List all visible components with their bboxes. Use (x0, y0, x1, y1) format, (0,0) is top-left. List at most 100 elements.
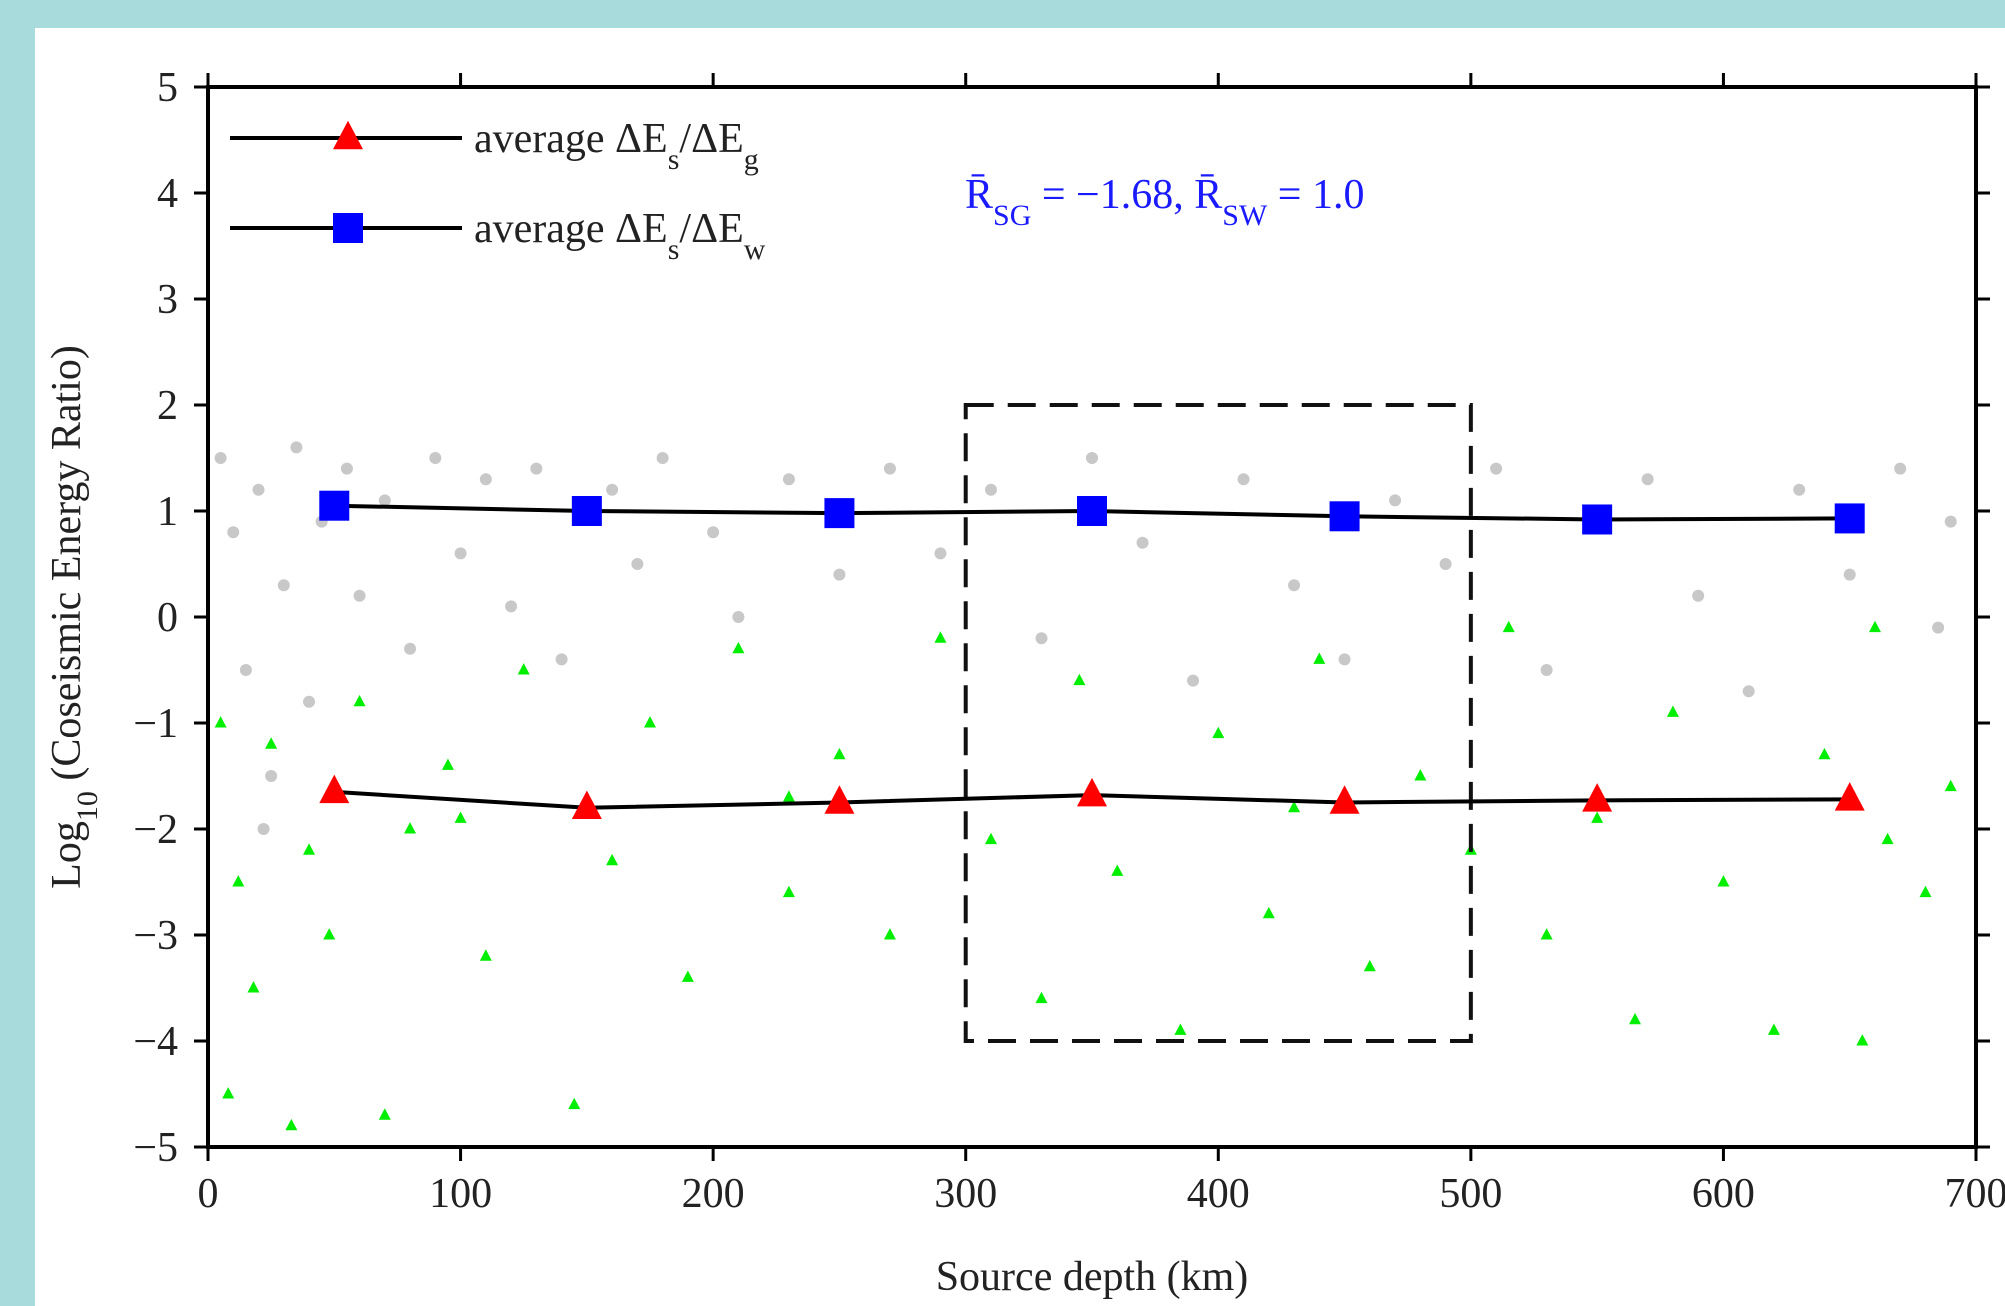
square-marker (1077, 496, 1107, 526)
triangle-marker (353, 694, 366, 707)
point (1288, 579, 1301, 592)
triangle-marker (782, 885, 795, 898)
y-tick-label: −4 (133, 1019, 178, 1065)
x-tick-label: 300 (934, 1171, 997, 1217)
triangle-marker (1414, 769, 1427, 781)
triangle-marker (265, 737, 278, 749)
triangle-marker (1717, 875, 1730, 887)
square-marker (1834, 503, 1865, 534)
triangle-marker (1868, 620, 1881, 633)
y-tick-label: −3 (133, 913, 178, 959)
text-part: = 1.0 (1267, 172, 1364, 218)
subscript: s (668, 233, 680, 266)
triangle-marker (1767, 1023, 1780, 1035)
square-marker (319, 490, 350, 521)
triangle-marker (517, 663, 530, 675)
triangle-marker (214, 716, 227, 728)
subscript: s (668, 143, 680, 176)
triangle-marker (1329, 785, 1360, 814)
point (1932, 621, 1945, 634)
y-tick-label: −1 (133, 701, 178, 747)
triangle-marker (934, 631, 947, 643)
x-tick-label: 0 (198, 1171, 219, 1217)
point (1338, 653, 1351, 666)
text-part: average ΔE (474, 206, 668, 252)
triangle-marker (732, 641, 745, 654)
point (1843, 568, 1856, 581)
point (378, 494, 391, 507)
triangle-marker (824, 785, 855, 814)
point (227, 526, 240, 539)
subscript: w (744, 233, 766, 266)
x-tick-label: 400 (1187, 1171, 1250, 1217)
triangle-marker (1262, 906, 1275, 919)
point (883, 462, 896, 475)
triangle-marker (1174, 1023, 1187, 1035)
triangle-marker (441, 758, 454, 770)
triangle-marker (606, 853, 619, 866)
point (265, 770, 278, 782)
text-part: = −1.68, R̄ (1031, 172, 1222, 218)
triangle-marker (1919, 885, 1932, 898)
point (1742, 685, 1755, 698)
triangle-marker (222, 1087, 235, 1099)
triangle-marker (1077, 777, 1107, 807)
text-part: /ΔE (679, 206, 743, 252)
text-part: average ΔE (474, 116, 668, 162)
point (782, 473, 795, 486)
point (303, 695, 316, 708)
triangle-marker (1881, 832, 1894, 845)
triangle-marker (1212, 726, 1225, 739)
point (277, 579, 290, 592)
point (1641, 473, 1654, 486)
triangle-marker (1834, 782, 1865, 811)
point (555, 653, 568, 666)
x-tick-label: 500 (1439, 1171, 1502, 1217)
point (1136, 536, 1149, 549)
triangle-marker (1666, 705, 1679, 717)
x-tick-label: 200 (682, 1171, 745, 1217)
triangle-marker (1540, 928, 1553, 940)
triangle-marker (323, 928, 336, 940)
x-axis-label: Source depth (km) (936, 1254, 1249, 1300)
point (1035, 632, 1048, 645)
text-part: Log (44, 821, 90, 889)
triangle-marker (883, 928, 896, 940)
point (257, 823, 270, 835)
point (1692, 589, 1705, 602)
square-marker (1582, 504, 1613, 535)
square-marker (333, 213, 363, 243)
triangle-marker (984, 832, 997, 845)
point (1086, 452, 1098, 464)
x-tick-label: 600 (1692, 1171, 1755, 1217)
point (1389, 494, 1402, 507)
legend-label: average ΔEs/ΔEg (474, 116, 759, 176)
point (833, 568, 846, 581)
point (530, 462, 543, 475)
text-part: (Coseismic Energy Ratio) (44, 345, 90, 791)
point (252, 483, 265, 496)
y-tick-label: 2 (157, 383, 178, 429)
point (1187, 674, 1200, 687)
point (214, 452, 227, 464)
panel (35, 28, 2005, 1306)
point (1490, 462, 1503, 475)
point (1540, 664, 1553, 676)
point (1793, 483, 1806, 496)
triangle-marker (378, 1108, 391, 1120)
triangle-marker (285, 1118, 298, 1131)
point (404, 642, 417, 655)
y-tick-label: 4 (157, 171, 178, 217)
y-tick-label: −2 (133, 807, 178, 853)
triangle-marker (1288, 800, 1301, 813)
y-tick-label: 0 (157, 595, 178, 641)
triangle-marker (232, 875, 245, 887)
point (353, 589, 366, 602)
point (454, 547, 467, 560)
point (631, 558, 644, 570)
triangle-marker (1591, 811, 1604, 823)
triangle-marker (1582, 783, 1613, 812)
point (1439, 558, 1452, 570)
highlight-box (963, 403, 1473, 1043)
